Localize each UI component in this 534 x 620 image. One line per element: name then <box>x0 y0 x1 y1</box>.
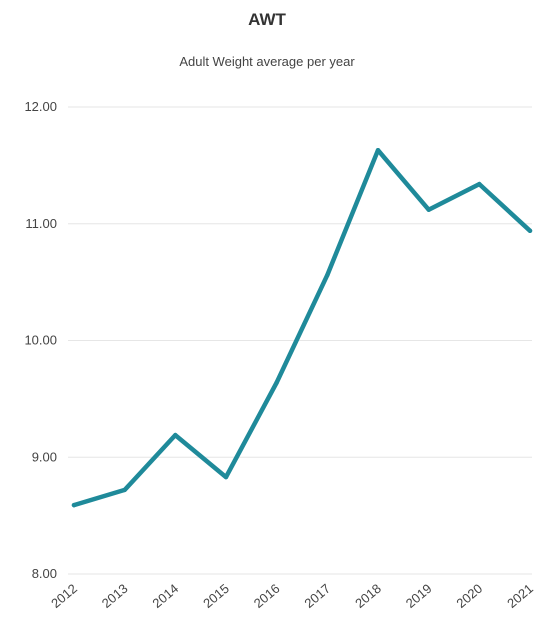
x-tick-label: 2019 <box>403 581 435 611</box>
x-tick-label: 2013 <box>99 581 131 611</box>
data-point[interactable] <box>375 147 381 153</box>
chart-subtitle: Adult Weight average per year <box>179 54 355 69</box>
series-line <box>71 147 533 508</box>
gridlines <box>68 106 532 575</box>
data-point[interactable] <box>527 228 533 233</box>
y-tick-label: 9.00 <box>32 449 57 464</box>
x-tick-label: 2018 <box>352 581 384 611</box>
x-tick-label: 2012 <box>48 581 80 611</box>
x-axis-ticks: 2012 2013 2014 2015 2016 2017 2018 2019 2020 2021 <box>48 581 534 611</box>
data-point[interactable] <box>122 487 127 493</box>
y-axis-ticks: 12.00 11.00 10.00 9.00 8.00 <box>24 99 57 581</box>
data-point[interactable] <box>426 207 431 212</box>
x-tick-label: 2016 <box>251 581 283 611</box>
y-tick-label: 10.00 <box>24 333 57 348</box>
x-tick-label: 2020 <box>453 581 485 611</box>
data-point[interactable] <box>477 181 482 187</box>
y-tick-label: 8.00 <box>32 566 57 581</box>
data-point[interactable] <box>71 502 77 508</box>
x-tick-label: 2014 <box>149 581 181 611</box>
y-tick-label: 11.00 <box>25 216 57 231</box>
series-layer <box>71 147 533 508</box>
data-point[interactable] <box>173 432 178 438</box>
data-point[interactable] <box>223 474 229 480</box>
x-tick-label: 2021 <box>504 581 534 611</box>
y-tick-label: 12.00 <box>24 99 57 114</box>
x-tick-label: 2015 <box>200 581 232 611</box>
x-tick-label: 2017 <box>301 581 333 611</box>
chart-title: AWT <box>248 10 286 29</box>
data-point[interactable] <box>325 272 330 278</box>
data-point[interactable] <box>274 380 279 385</box>
